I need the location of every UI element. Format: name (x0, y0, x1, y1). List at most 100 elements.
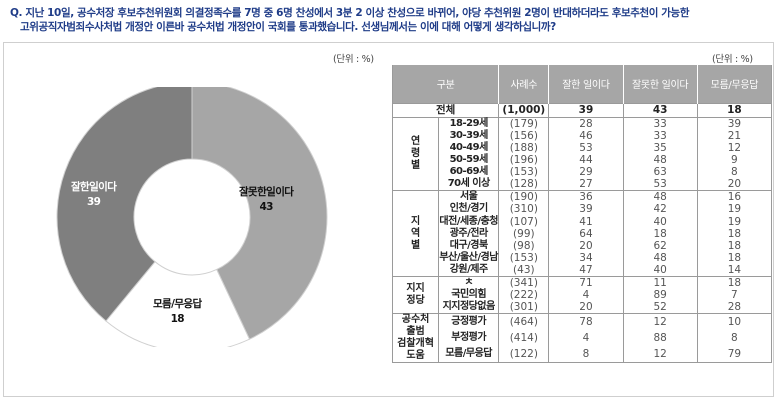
value-bad: 40 (622, 215, 698, 228)
value-unknown: 10 (696, 313, 772, 331)
value-good: 44 (548, 153, 624, 167)
donut-chart-svg (56, 81, 328, 353)
row-label: 부산/울산/경남 (438, 252, 499, 265)
total-unknown: 18 (696, 102, 772, 118)
group-label-line: 령 (410, 147, 421, 159)
table-row: 70세 이상 (128) 27 53 20 (393, 178, 772, 191)
row-label: 긍정평가 (438, 313, 499, 331)
row-label: 대전/세종/충청 (438, 215, 499, 228)
table-row: 지지 정당 ㅊ (341) 71 11 18 (391, 276, 772, 314)
slice-label-unknown: 모름/무응답 18 (153, 298, 202, 325)
sample-size: (190) (498, 190, 549, 204)
table-row: 30-39세 (156) 46 33 21 (393, 129, 772, 142)
value-good: 39 (548, 203, 624, 216)
table-row: 60-69세 (153) 29 63 8 (393, 166, 772, 179)
group-label: 공수처 출범 검찰개혁 도움 (391, 313, 439, 363)
slice-label-good: 잘한일이다 39 (71, 181, 117, 208)
header-good: 잘한 일이다 (548, 65, 624, 103)
value-unknown: 28 (696, 301, 772, 314)
value-unknown: 8 (696, 330, 772, 347)
value-bad: 33 (622, 129, 698, 142)
header-category: 구분 (392, 65, 500, 103)
value-unknown: 20 (696, 178, 772, 191)
table-row: 모름/무응답 (122) 8 12 79 (393, 346, 772, 363)
sample-size: (98) (498, 239, 549, 252)
value-bad: 12 (622, 313, 698, 331)
group-label-line: 지 (410, 215, 421, 227)
value-unknown: 8 (696, 166, 772, 179)
question-line-1: Q. 지난 10일, 공수처장 후보추천위원회 의결정족수를 7명 중 6명 찬… (10, 7, 690, 19)
row-label: 30-39세 (438, 129, 499, 142)
value-unknown: 18 (696, 276, 772, 290)
value-unknown: 21 (696, 129, 772, 142)
slice-label-bad: 잘못한일이다 43 (239, 186, 294, 213)
header-unknown: 모름/무응답 (697, 65, 772, 103)
value-bad: 48 (622, 190, 698, 204)
group-label-line: 검찰개혁 (397, 338, 434, 350)
sample-size: (222) (498, 289, 549, 302)
value-bad: 52 (622, 301, 698, 314)
value-good: 78 (548, 313, 624, 331)
value-unknown: 79 (696, 346, 772, 363)
row-label: 대구/경북 (438, 239, 499, 252)
table-row: 연 령 별 18-29세 (179) 28 33 39 (391, 116, 772, 191)
total-label: 전체 (392, 102, 499, 118)
table-row: 50-59세 (196) 44 48 9 (393, 153, 772, 167)
value-unknown: 7 (696, 289, 772, 302)
group-label-line: 정당 (406, 295, 425, 307)
value-bad: 42 (622, 203, 698, 216)
value-good: 20 (548, 239, 624, 252)
value-bad: 62 (622, 239, 698, 252)
row-label: 60-69세 (438, 166, 499, 179)
group-label-line: 출범 (406, 326, 425, 338)
group-label-line: 별 (410, 239, 421, 251)
value-good: 47 (548, 264, 624, 277)
sample-size: (301) (498, 301, 549, 314)
row-label: 서울 (438, 190, 499, 204)
header-bad: 잘못한 일이다 (623, 65, 698, 103)
sample-size: (107) (498, 215, 549, 228)
value-bad: 88 (622, 330, 698, 347)
total-sample-size: (1,000) (498, 102, 549, 118)
value-unknown: 14 (696, 264, 772, 277)
value-bad: 11 (622, 276, 698, 290)
table-row: 지지정당없음 (301) 20 52 28 (393, 301, 772, 314)
sample-size: (310) (498, 203, 549, 216)
group-label: 지지 정당 (391, 276, 439, 314)
sample-size: (153) (498, 252, 549, 265)
group-label-line: 역 (410, 227, 421, 239)
sample-size: (43) (498, 264, 549, 277)
row-label: 18-29세 (438, 116, 499, 130)
sample-size: (341) (498, 276, 549, 290)
row-label: 50-59세 (438, 153, 499, 167)
row-label: 70세 이상 (438, 178, 499, 191)
row-label: 국민의힘 (438, 289, 499, 302)
value-good: 41 (548, 215, 624, 228)
row-label: 모름/무응답 (438, 346, 499, 363)
value-bad: 35 (622, 141, 698, 154)
table-row: 대전/세종/충청 (107) 41 40 19 (393, 215, 772, 228)
donut-chart: 잘한일이다 39 잘못한일이다 43 모름/무응답 18 (55, 81, 330, 353)
sample-size: (179) (498, 116, 549, 130)
value-bad: 33 (622, 116, 698, 130)
unit-label-chart: (단위 : %) (333, 54, 374, 65)
value-bad: 89 (622, 289, 698, 302)
value-bad: 18 (622, 227, 698, 240)
sample-size: (122) (498, 346, 549, 363)
content-frame (3, 42, 774, 397)
table-row: 대구/경북 (98) 20 62 18 (393, 239, 772, 252)
survey-question: Q. 지난 10일, 공수처장 후보추천위원회 의결정족수를 7명 중 6명 찬… (10, 6, 770, 34)
value-good: 34 (548, 252, 624, 265)
row-label: 부정평가 (438, 330, 499, 347)
value-bad: 53 (622, 178, 698, 191)
value-unknown: 12 (696, 141, 772, 154)
sample-size: (414) (498, 330, 549, 347)
value-good: 46 (548, 129, 624, 142)
group-label-line: 지지 (406, 283, 425, 295)
value-unknown: 18 (696, 252, 772, 265)
value-good: 71 (548, 276, 624, 290)
sample-size: (99) (498, 227, 549, 240)
sample-size: (464) (498, 313, 549, 331)
